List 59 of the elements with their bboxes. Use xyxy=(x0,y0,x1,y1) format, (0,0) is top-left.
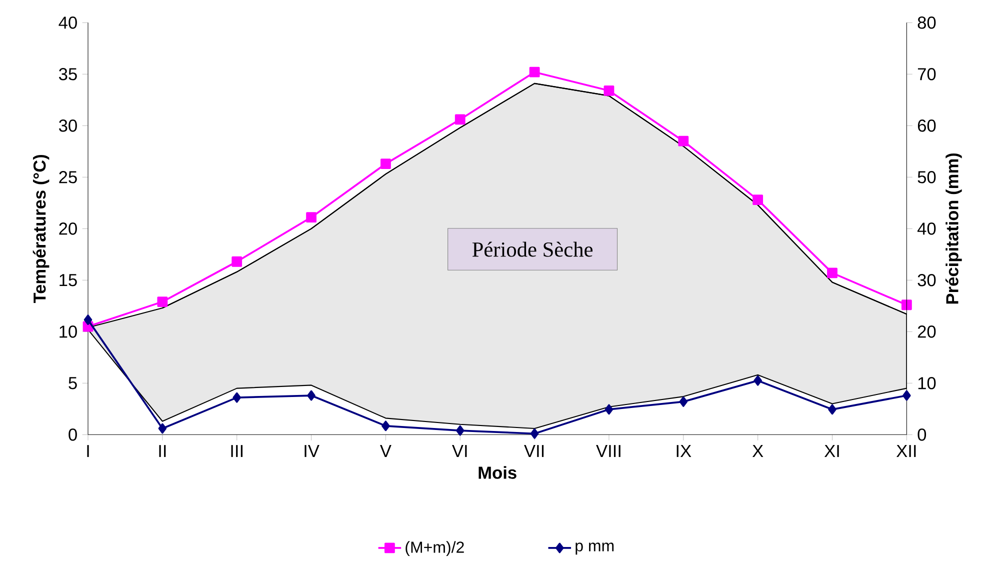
y-tick-label: 10 xyxy=(60,326,77,338)
point xyxy=(901,300,912,310)
point xyxy=(232,256,242,267)
x-tick-label: X xyxy=(752,445,764,457)
y-tick-label: 30 xyxy=(59,120,77,132)
y2-tick-label: 30 xyxy=(918,274,936,286)
annotation: Période Sèche xyxy=(472,242,592,257)
legend-label: (M+m)/2 xyxy=(406,541,464,556)
x-tick-label: II xyxy=(159,445,166,457)
y2-tick-label: 20 xyxy=(918,326,936,338)
x-tick-label: V xyxy=(380,445,392,457)
y-tick-label: 15 xyxy=(60,274,77,286)
y2-tick-label: 0 xyxy=(918,428,926,441)
point xyxy=(456,425,464,436)
point xyxy=(454,114,466,125)
x-tick-label: XII xyxy=(896,445,916,457)
x-tick-label: VII xyxy=(524,445,544,457)
point xyxy=(232,392,241,403)
legend-label: p mm xyxy=(576,542,614,555)
point xyxy=(604,404,614,415)
point xyxy=(752,194,764,206)
y2-tick-label: 40 xyxy=(917,222,936,235)
point xyxy=(754,375,762,386)
point xyxy=(530,428,539,439)
y-tick-label: 25 xyxy=(59,171,77,184)
y2-axis-title: Précipitation (mm) xyxy=(946,153,962,304)
x-tick-label: IV xyxy=(304,445,320,457)
x-tick-label: VIII xyxy=(596,445,620,457)
x-tick-label: VI xyxy=(452,445,467,457)
y2-tick-label: 60 xyxy=(918,120,936,132)
x-tick-label: XI xyxy=(824,445,839,457)
point xyxy=(604,85,614,96)
x-tick-label: I xyxy=(87,445,89,457)
point xyxy=(902,390,911,401)
x-tick-label: III xyxy=(231,445,242,457)
point xyxy=(307,390,316,401)
y-tick-label: 40 xyxy=(58,16,77,29)
x-axis-title: Mois xyxy=(478,466,516,479)
y-tick-label: 5 xyxy=(68,377,77,390)
point xyxy=(529,66,540,78)
point xyxy=(382,420,390,432)
point xyxy=(306,212,316,223)
y-tick-label: 0 xyxy=(68,428,77,441)
y-tick-label: 35 xyxy=(59,68,77,80)
y2-tick-label: 10 xyxy=(918,377,936,390)
point xyxy=(678,136,689,146)
point xyxy=(158,423,167,434)
y-tick-label: 20 xyxy=(59,222,77,235)
point xyxy=(827,268,838,278)
point xyxy=(84,314,92,326)
y2-tick-label: 80 xyxy=(918,16,936,29)
x-tick-label: IX xyxy=(676,445,692,457)
y-axis-title: Températures (°C) xyxy=(32,154,50,304)
point xyxy=(157,296,168,307)
point xyxy=(380,158,391,169)
y2-tick-label: 50 xyxy=(918,171,936,184)
point xyxy=(828,404,836,415)
point xyxy=(679,396,688,407)
y2-tick-label: 70 xyxy=(918,68,936,80)
